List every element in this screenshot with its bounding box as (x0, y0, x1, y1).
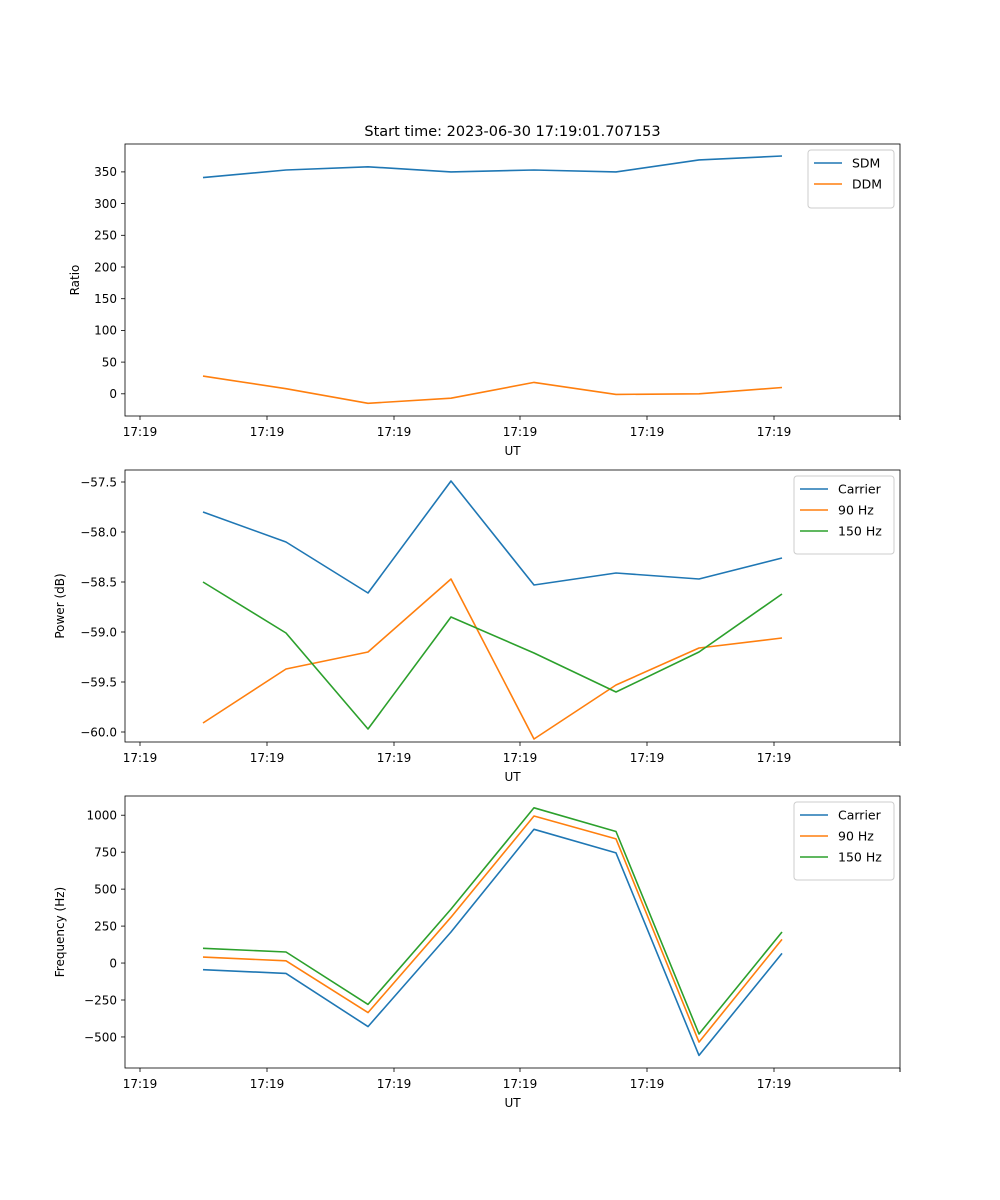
x-tick-label: 17:19 (503, 751, 538, 765)
x-tick-label: 17:19 (757, 1077, 792, 1091)
legend-entry: 150 Hz (838, 524, 882, 539)
legend-entry: DDM (852, 177, 882, 192)
series-line-90-hz (202, 578, 783, 740)
legend-box (807, 149, 895, 209)
legend-entry: 90 Hz (838, 503, 874, 518)
axes-frame (124, 143, 901, 417)
y-tick-label: 200 (94, 260, 117, 274)
series-line-sdm (202, 155, 783, 179)
series-line-90-hz (202, 815, 783, 1043)
x-tick-label: 17:19 (123, 751, 158, 765)
axes-frame (124, 469, 901, 743)
x-tick-label: 17:19 (123, 1077, 158, 1091)
x-tick-label: 17:19 (377, 425, 412, 439)
x-tick-label: 17:19 (757, 425, 792, 439)
y-tick-label: −250 (84, 993, 117, 1007)
axes-frame (124, 795, 901, 1069)
y-tick-label: 100 (94, 324, 117, 338)
y-axis-label: Frequency (Hz) (53, 887, 67, 978)
y-tick-label: 350 (94, 165, 117, 179)
y-tick-label: 750 (94, 845, 117, 859)
legend-entry: 150 Hz (838, 850, 882, 865)
series-line-150-hz (202, 581, 783, 730)
x-tick-label: 17:19 (630, 751, 665, 765)
x-tick-label: 17:19 (250, 751, 285, 765)
y-tick-label: 0 (109, 956, 117, 970)
legend-entry: 90 Hz (838, 829, 874, 844)
series-line-carrier (202, 828, 783, 1057)
y-tick-label: 250 (94, 229, 117, 243)
y-tick-label: −59.0 (80, 625, 117, 639)
x-tick-label: 17:19 (250, 1077, 285, 1091)
y-tick-label: 250 (94, 919, 117, 933)
x-axis-label: UT (504, 770, 521, 784)
y-axis-label: Power (dB) (53, 573, 67, 638)
x-tick-label: 17:19 (123, 425, 158, 439)
y-tick-label: 500 (94, 882, 117, 896)
x-axis-label: UT (504, 444, 521, 458)
legend-box (793, 475, 895, 555)
series-line-ddm (202, 375, 783, 405)
chart-panel-3: 17:19 17:19 17:19 17:19 17:19 17:19 UT −500 −250… (53, 795, 901, 1110)
x-tick-label: 17:19 (630, 425, 665, 439)
x-tick-label: 17:19 (757, 751, 792, 765)
y-tick-label: −60.0 (80, 725, 117, 739)
x-tick-label: 17:19 (377, 751, 412, 765)
y-tick-label: −59.5 (80, 675, 117, 689)
chart-title: Start time: 2023-06-30 17:19:01.707153 (364, 124, 660, 140)
chart-panel-1: Start time: 2023-06-30 17:19:01.707153 17… (68, 124, 901, 458)
legend-entry: Carrier (838, 808, 882, 823)
y-axis-label: Ratio (68, 265, 82, 296)
x-axis-label: UT (504, 1096, 521, 1110)
x-tick-label: 17:19 (377, 1077, 412, 1091)
series-line-150-hz (202, 806, 783, 1035)
x-tick-label: 17:19 (630, 1077, 665, 1091)
y-tick-label: −57.5 (80, 475, 117, 489)
legend-entry: Carrier (838, 482, 882, 497)
legend-entry: SDM (852, 156, 880, 171)
y-tick-label: 50 (102, 355, 117, 369)
series-line-carrier (202, 480, 783, 594)
legend-box (793, 801, 895, 881)
y-tick-label: 150 (94, 292, 117, 306)
y-tick-label: 1000 (86, 809, 117, 823)
x-tick-label: 17:19 (503, 425, 538, 439)
y-tick-label: 0 (109, 387, 117, 401)
y-tick-label: −58.0 (80, 525, 117, 539)
y-tick-label: −500 (84, 1030, 117, 1044)
y-tick-label: 300 (94, 197, 117, 211)
x-tick-label: 17:19 (503, 1077, 538, 1091)
chart-panel-2: 17:19 17:19 17:19 17:19 17:19 17:19 UT −60.0 −59… (53, 469, 901, 784)
x-tick-label: 17:19 (250, 425, 285, 439)
y-tick-label: −58.5 (80, 575, 117, 589)
